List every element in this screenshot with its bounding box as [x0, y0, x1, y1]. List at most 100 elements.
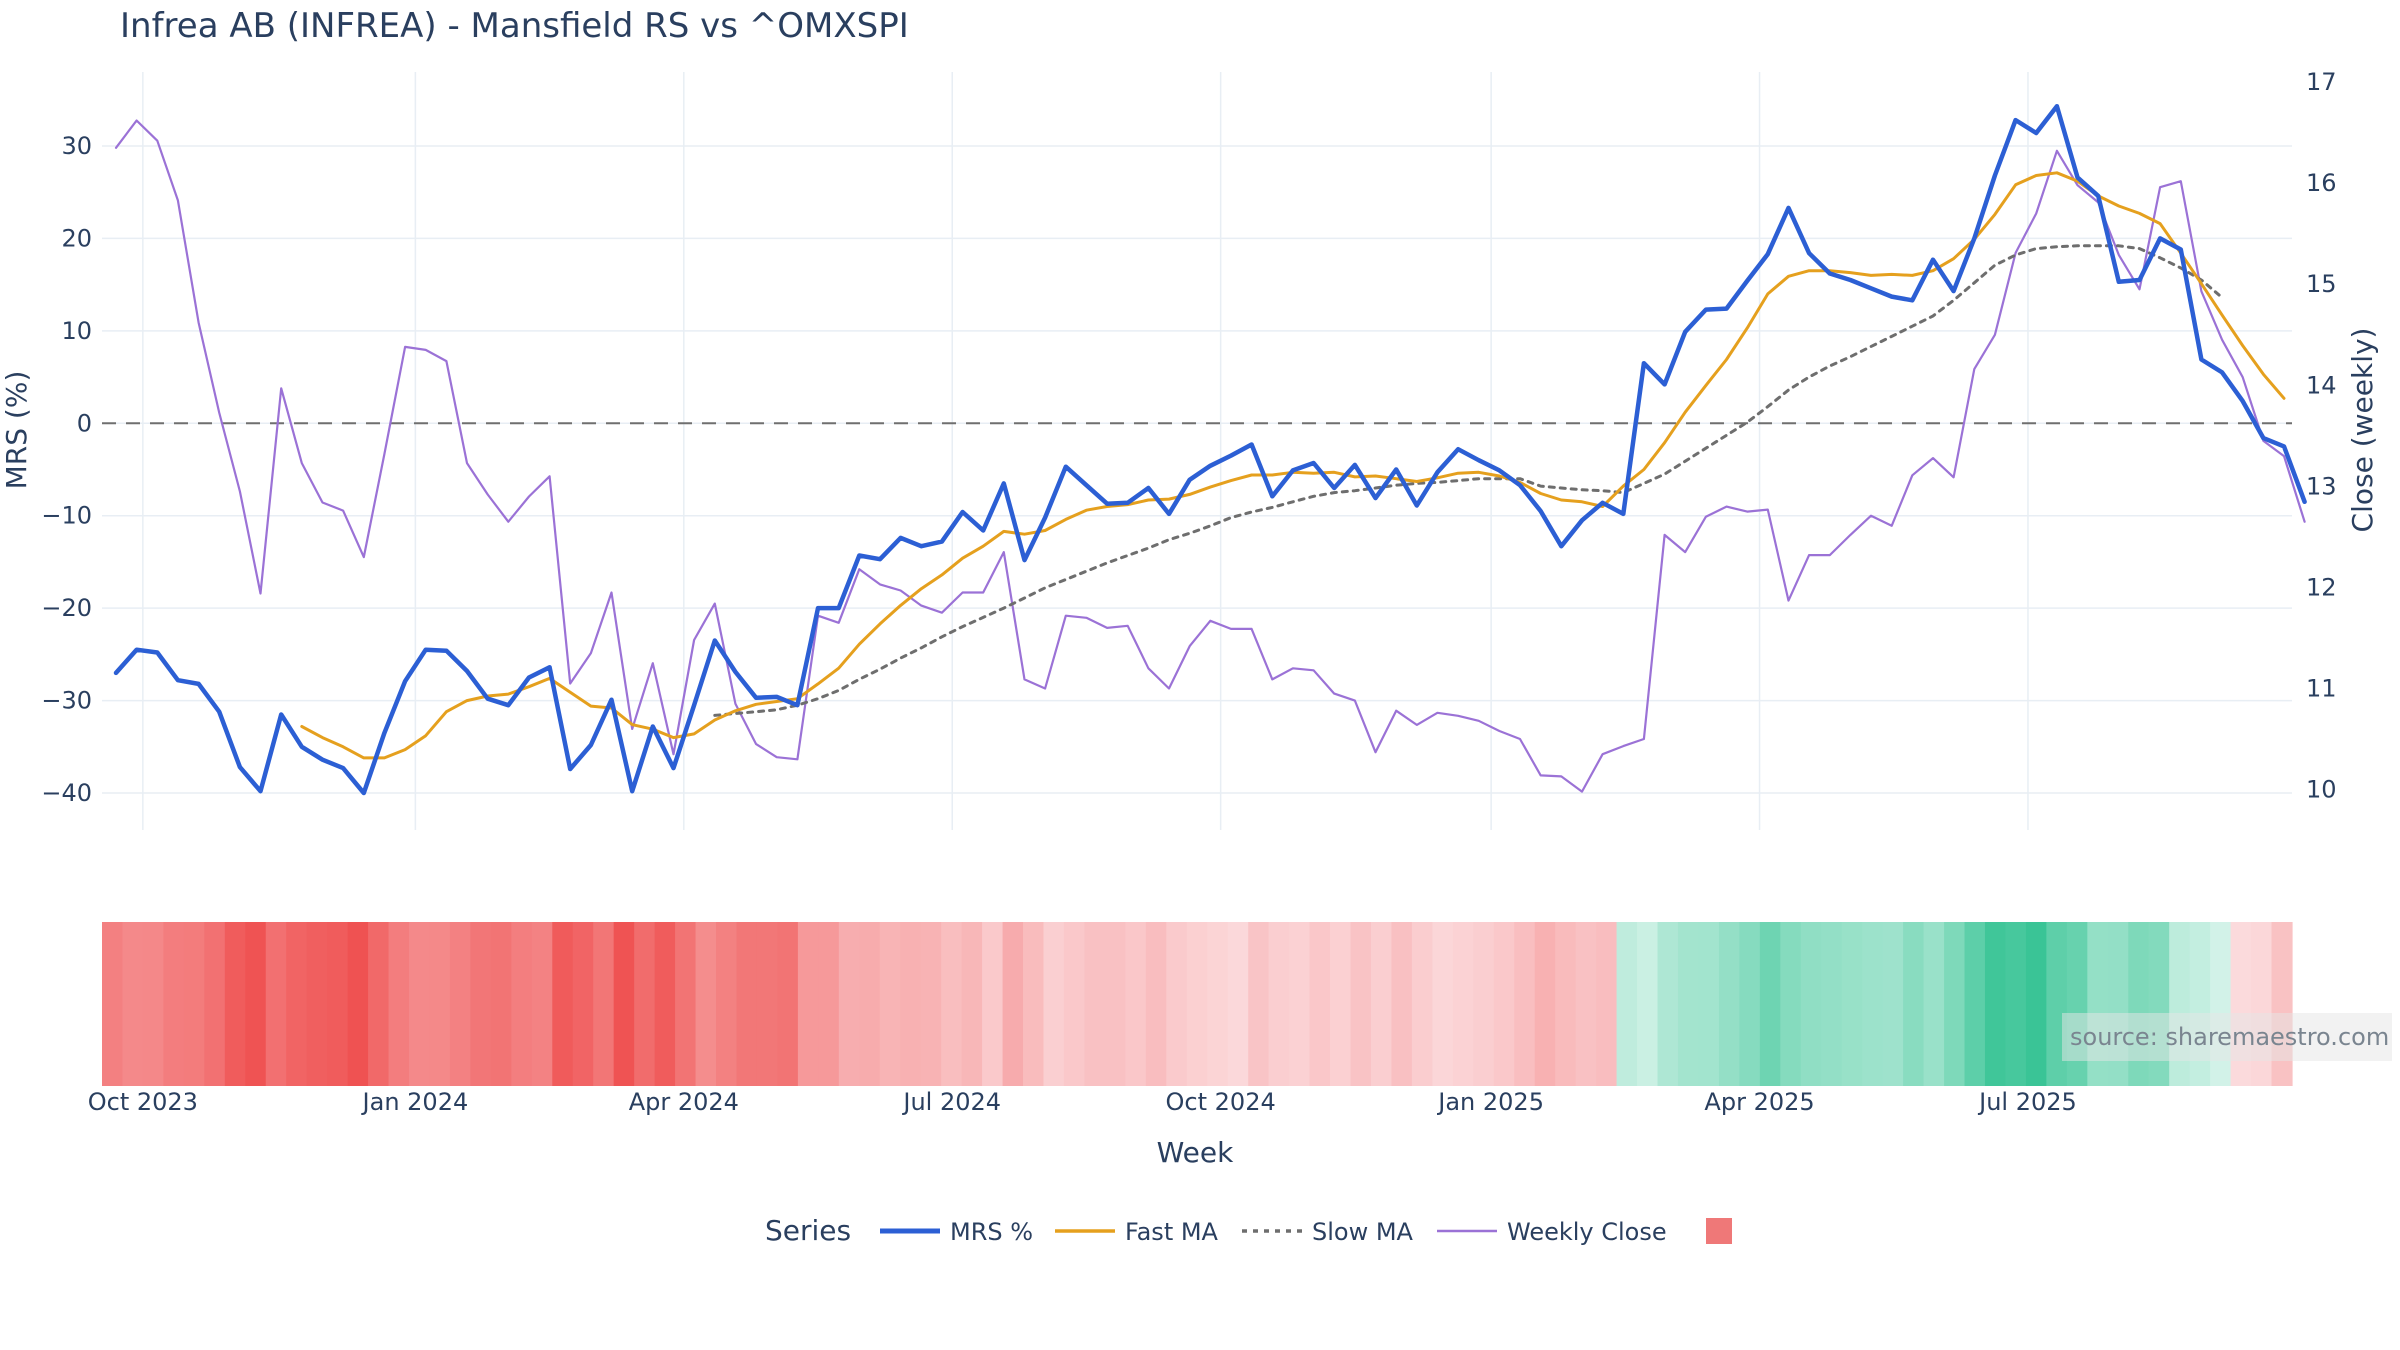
heatmap-cell	[1821, 922, 1843, 1086]
y-tick-label: 10	[61, 317, 92, 345]
y2-tick-label: 16	[2306, 169, 2337, 197]
heatmap-cell	[1002, 922, 1024, 1086]
heatmap-cell	[286, 922, 308, 1086]
heatmap-cell	[1166, 922, 1188, 1086]
gridlines	[102, 72, 2292, 830]
heatmap-cell	[1616, 922, 1638, 1086]
heatmap-cell	[347, 922, 369, 1086]
heatmap-cell	[2087, 922, 2109, 1086]
heatmap-cell	[224, 922, 246, 1086]
heatmap-cell	[1084, 922, 1106, 1086]
heatmap-cell	[1903, 922, 1925, 1086]
y2-axis-ticks: 17 16 15 14 13 12 11 10	[2306, 68, 2337, 803]
source-badge-bg	[2062, 1013, 2392, 1061]
y-tick-label: 20	[61, 224, 92, 252]
y2-tick-label: 10	[2306, 776, 2337, 804]
heatmap-cell	[531, 922, 553, 1086]
y-axis-title: MRS (%)	[0, 371, 33, 490]
heatmap-cell	[552, 922, 574, 1086]
heatmap-cell	[1145, 922, 1167, 1086]
heatmap-cell	[1227, 922, 1249, 1086]
heatmap-cell	[1391, 922, 1413, 1086]
heatmap-cell	[941, 922, 963, 1086]
heatmap-cell	[797, 922, 819, 1086]
weekly-close-line	[114, 119, 2306, 793]
x-tick-label: Apr 2025	[1704, 1088, 1814, 1116]
heatmap-cell	[818, 922, 840, 1086]
heatmap-cell	[859, 922, 881, 1086]
y2-tick-label: 15	[2306, 270, 2337, 298]
heatmap-cell	[1268, 922, 1290, 1086]
heatmap-cell	[409, 922, 431, 1086]
heatmap-cell	[1207, 922, 1229, 1086]
source-label: source: sharemaestro.com	[2070, 1023, 2389, 1051]
x-axis-title: Week	[1157, 1136, 1234, 1169]
x-tick-label: Jul 2025	[1977, 1088, 2077, 1116]
series-layer	[113, 103, 2307, 796]
heatmap-cell	[2210, 922, 2232, 1086]
heatmap-cell	[2230, 922, 2252, 1086]
heatmap-cell	[1739, 922, 1761, 1086]
heatmap-cell	[102, 922, 124, 1086]
heatmap-cell	[634, 922, 656, 1086]
heatmap-cell	[1473, 922, 1495, 1086]
legend-label-weekly-close: Weekly Close	[1507, 1218, 1667, 1246]
heatmap-cell	[920, 922, 942, 1086]
heatmap-cell	[204, 922, 226, 1086]
heatmap-cell	[1882, 922, 1904, 1086]
heatmap-cell	[1350, 922, 1372, 1086]
legend-item-mrs[interactable]: MRS %	[880, 1218, 1033, 1246]
heatmap-cell	[1923, 922, 1945, 1086]
heatmap-cell	[900, 922, 922, 1086]
heatmap-cell	[1309, 922, 1331, 1086]
heatmap-cell	[163, 922, 185, 1086]
heatmap-cell	[388, 922, 410, 1086]
heatmap-cell	[265, 922, 287, 1086]
heatmap-cell	[879, 922, 901, 1086]
heatmap-cell	[1944, 922, 1966, 1086]
heatmap-cell	[1759, 922, 1781, 1086]
heatmap-cell	[1841, 922, 1863, 1086]
heatmap-cell	[1596, 922, 1618, 1086]
heatmap-cell	[1063, 922, 1086, 1086]
y-tick-label: 30	[61, 132, 92, 160]
legend-label-mrs: MRS %	[950, 1218, 1033, 1246]
y2-tick-label: 13	[2306, 472, 2337, 500]
heatmap-cell	[1698, 922, 1720, 1086]
y2-axis-title: Close (weekly)	[2346, 328, 2379, 533]
heatmap-cell	[1493, 922, 1515, 1086]
heatmap-cell	[777, 922, 799, 1086]
heatmap-cell	[1514, 922, 1536, 1086]
legend: Series MRS % Fast MA Slow MA Weekly Clos…	[765, 1214, 1732, 1247]
heatmap-cell	[1657, 922, 1679, 1086]
heatmap-cell	[327, 922, 349, 1086]
heatmap-cell	[1677, 922, 1700, 1086]
y-tick-label: −40	[41, 779, 92, 807]
heatmap-cell	[613, 922, 635, 1086]
legend-swatch-heatmap[interactable]	[1706, 1218, 1732, 1244]
x-tick-label: Oct 2023	[88, 1088, 198, 1116]
legend-label-fast-ma: Fast MA	[1125, 1218, 1219, 1246]
heatmap-cell	[2025, 922, 2047, 1086]
heatmap-cell	[1555, 922, 1577, 1086]
heatmap-strip	[102, 922, 2293, 1086]
heatmap-cell	[470, 922, 492, 1086]
heatmap-cell	[1043, 922, 1065, 1086]
heatmap-cell	[716, 922, 738, 1086]
chart-title: Infrea AB (INFREA) - Mansfield RS vs ^OM…	[120, 6, 909, 46]
heatmap-cell	[1452, 922, 1474, 1086]
heatmap-cell	[1104, 922, 1126, 1086]
slow-ma-line	[713, 244, 2224, 717]
legend-item-weekly-close[interactable]: Weekly Close	[1437, 1218, 1667, 1246]
heatmap-cell	[511, 922, 533, 1086]
legend-item-fast-ma[interactable]: Fast MA	[1055, 1218, 1219, 1246]
heatmap-cell	[490, 922, 512, 1086]
heatmap-cell	[2271, 922, 2293, 1086]
y2-tick-label: 17	[2306, 68, 2337, 96]
x-tick-label: Apr 2024	[629, 1088, 739, 1116]
x-tick-label: Jul 2024	[901, 1088, 1001, 1116]
heatmap-cell	[654, 922, 676, 1086]
heatmap-cell	[122, 922, 144, 1086]
legend-item-slow-ma[interactable]: Slow MA	[1242, 1218, 1414, 1246]
